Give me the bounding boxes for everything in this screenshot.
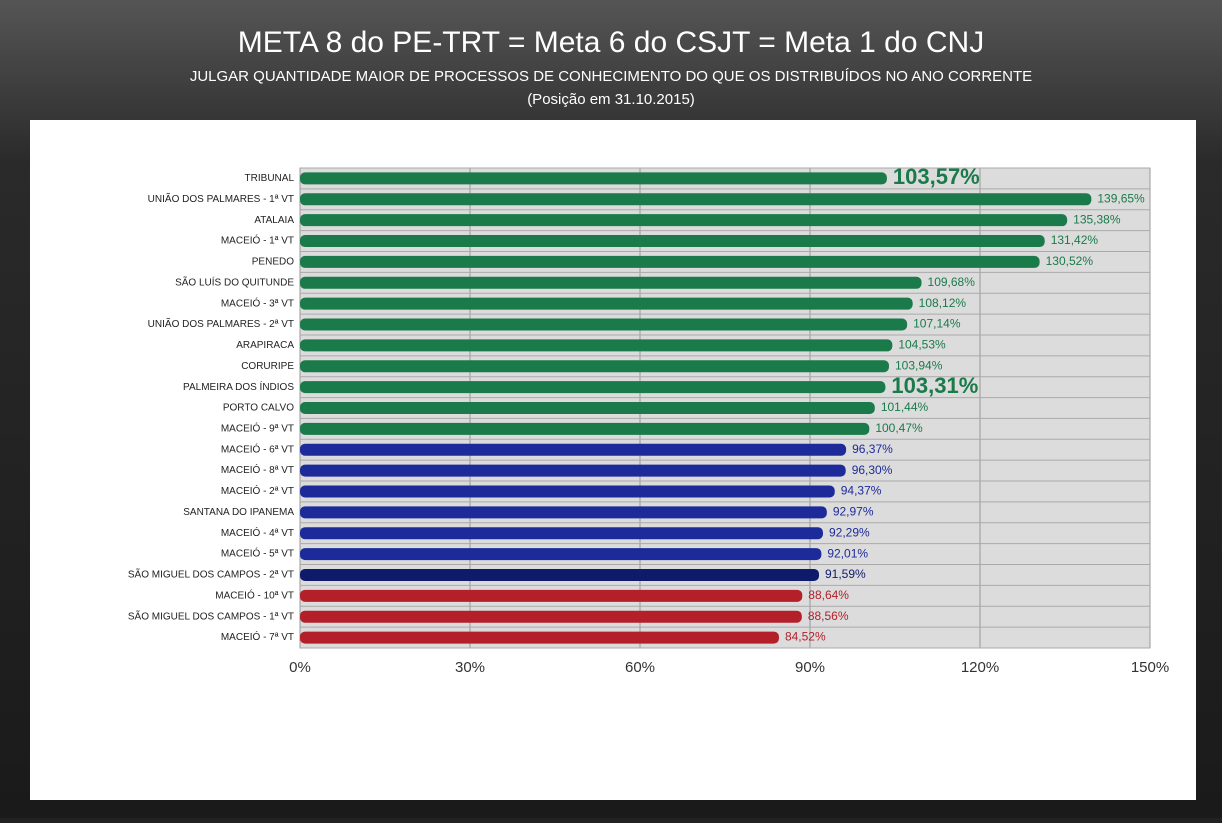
y-tick-label: SÃO LUÍS DO QUITUNDE	[175, 275, 294, 288]
bar	[300, 276, 922, 289]
bar	[300, 235, 1045, 248]
bar	[300, 193, 1092, 206]
bar	[300, 464, 846, 477]
value-label: 92,01%	[827, 546, 868, 560]
x-tick-label: 120%	[961, 659, 999, 676]
y-tick-label: MACEIÓ - 10ª VT	[215, 588, 294, 601]
y-tick-label: MACEIÓ - 3ª VT	[221, 296, 294, 309]
x-tick-label: 90%	[795, 659, 825, 676]
bar	[300, 402, 875, 414]
y-tick-label: UNIÃO DOS PALMARES - 2ª VT	[148, 317, 294, 330]
value-label: 135,38%	[1073, 212, 1121, 226]
value-label: 104,53%	[898, 338, 946, 352]
value-label: 88,64%	[808, 588, 849, 602]
bar	[300, 568, 820, 581]
bar	[300, 339, 893, 352]
y-tick-label: PORTO CALVO	[223, 403, 294, 414]
value-label: 108,12%	[919, 296, 967, 310]
value-label: 91,59%	[825, 567, 866, 581]
bar	[300, 443, 847, 456]
bar	[300, 610, 802, 623]
value-label: 96,30%	[852, 463, 893, 477]
y-tick-label: PALMEIRA DOS ÍNDIOS	[183, 380, 294, 393]
x-tick-label: 150%	[1131, 659, 1169, 676]
bar	[300, 318, 908, 331]
y-tick-label: MACEIÓ - 9ª VT	[221, 422, 294, 435]
x-tick-label: 0%	[289, 659, 311, 676]
value-label: 100,47%	[875, 421, 923, 435]
value-label: 107,14%	[913, 317, 961, 331]
value-label: 103,94%	[895, 358, 943, 372]
bar	[300, 506, 827, 519]
y-tick-label: MACEIÓ - 5ª VT	[221, 547, 294, 560]
y-tick-label: MACEIÓ - 4ª VT	[221, 526, 294, 539]
bar	[300, 589, 803, 602]
value-label: 109,68%	[928, 275, 976, 289]
value-label: 131,42%	[1051, 233, 1099, 247]
value-label: 88,56%	[808, 609, 849, 623]
y-tick-label: SÃO MIGUEL DOS CAMPOS - 2ª VT	[128, 568, 294, 581]
x-tick-label: 60%	[625, 659, 655, 676]
bar	[300, 527, 823, 540]
value-label: 103,31%	[891, 373, 978, 398]
value-label: 139,65%	[1097, 191, 1145, 205]
y-tick-label: MACEIÓ - 7ª VT	[221, 630, 294, 643]
bar	[300, 255, 1040, 268]
x-tick-label: 30%	[455, 659, 485, 676]
bar	[300, 631, 779, 644]
y-tick-label: UNIÃO DOS PALMARES - 1ª VT	[148, 192, 294, 205]
value-label: 103,57%	[893, 164, 980, 189]
y-tick-label: SÃO MIGUEL DOS CAMPOS - 1ª VT	[128, 609, 294, 622]
value-label: 130,52%	[1046, 254, 1094, 268]
y-tick-label: CORURIPE	[241, 361, 294, 372]
y-tick-label: ARAPIRACA	[236, 340, 294, 351]
bar	[300, 485, 835, 498]
value-label: 96,37%	[852, 442, 893, 456]
y-tick-label: ATALAIA	[254, 215, 294, 226]
chart-subtitle: JULGAR QUANTIDADE MAIOR DE PROCESSOS DE …	[190, 68, 1032, 85]
bar	[300, 548, 822, 561]
y-tick-label: PENEDO	[252, 257, 294, 268]
bar	[300, 422, 870, 435]
bar	[300, 172, 887, 185]
y-tick-label: MACEIÓ - 8ª VT	[221, 463, 294, 476]
bar	[300, 360, 889, 373]
value-label: 92,97%	[833, 505, 874, 519]
value-label: 94,37%	[841, 484, 882, 498]
value-label: 101,44%	[881, 400, 929, 414]
bar	[300, 297, 913, 310]
value-label: 92,29%	[829, 525, 870, 539]
y-tick-label: TRIBUNAL	[245, 173, 295, 184]
bar	[300, 214, 1068, 227]
chart-title: META 8 do PE-TRT = Meta 6 do CSJT = Meta…	[238, 26, 984, 59]
chart-note: (Posição em 31.10.2015)	[527, 91, 695, 108]
y-tick-label: MACEIÓ - 2ª VT	[221, 484, 294, 497]
bar	[300, 381, 886, 394]
value-label: 84,52%	[785, 630, 826, 644]
y-tick-label: MACEIÓ - 1ª VT	[221, 234, 294, 247]
y-tick-label: MACEIÓ - 6ª VT	[221, 442, 294, 455]
y-tick-label: SANTANA DO IPANEMA	[183, 507, 294, 518]
